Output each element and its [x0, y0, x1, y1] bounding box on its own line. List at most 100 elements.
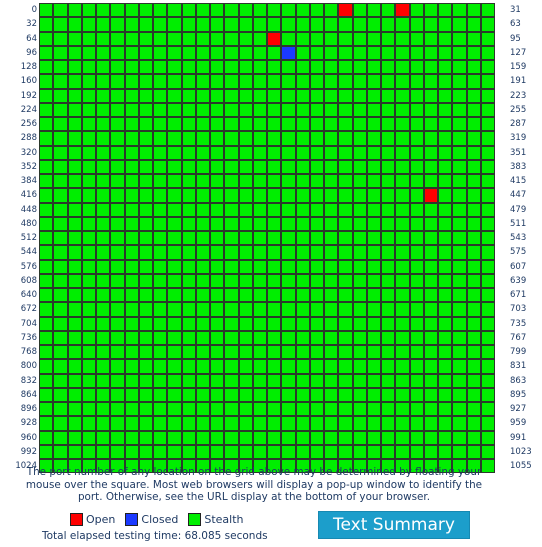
- port-cell[interactable]: [252, 302, 267, 317]
- port-cell[interactable]: [309, 387, 324, 402]
- port-cell[interactable]: [309, 444, 324, 459]
- port-cell[interactable]: [480, 102, 495, 117]
- port-cell[interactable]: [167, 345, 182, 360]
- port-cell[interactable]: [39, 74, 54, 89]
- port-cell[interactable]: [423, 131, 438, 146]
- port-cell[interactable]: [53, 3, 68, 18]
- port-cell[interactable]: [452, 102, 467, 117]
- port-cell[interactable]: [423, 430, 438, 445]
- port-cell[interactable]: [110, 231, 125, 246]
- port-cell[interactable]: [466, 459, 481, 474]
- port-cell[interactable]: [110, 330, 125, 345]
- port-cell[interactable]: [452, 145, 467, 160]
- port-cell[interactable]: [53, 31, 68, 46]
- port-cell[interactable]: [452, 459, 467, 474]
- port-cell[interactable]: [381, 17, 396, 32]
- port-cell[interactable]: [324, 117, 339, 132]
- port-cell[interactable]: [466, 387, 481, 402]
- port-cell[interactable]: [480, 416, 495, 431]
- port-cell[interactable]: [423, 402, 438, 417]
- port-cell[interactable]: [352, 74, 367, 89]
- port-cell[interactable]: [53, 459, 68, 474]
- port-cell[interactable]: [195, 359, 210, 374]
- port-cell[interactable]: [352, 316, 367, 331]
- port-cell[interactable]: [195, 345, 210, 360]
- port-cell[interactable]: [153, 302, 168, 317]
- port-cell[interactable]: [438, 459, 453, 474]
- port-cell[interactable]: [39, 231, 54, 246]
- port-cell[interactable]: [366, 88, 381, 103]
- port-cell[interactable]: [67, 88, 82, 103]
- port-cell[interactable]: [267, 3, 282, 18]
- port-cell[interactable]: [281, 159, 296, 174]
- port-cell[interactable]: [295, 330, 310, 345]
- port-cell[interactable]: [381, 102, 396, 117]
- port-cell[interactable]: [53, 259, 68, 274]
- port-cell[interactable]: [252, 216, 267, 231]
- port-cell[interactable]: [195, 259, 210, 274]
- port-cell[interactable]: [195, 88, 210, 103]
- port-cell[interactable]: [238, 60, 253, 75]
- port-cell[interactable]: [67, 131, 82, 146]
- port-cell[interactable]: [195, 444, 210, 459]
- port-cell[interactable]: [480, 444, 495, 459]
- port-cell[interactable]: [352, 288, 367, 303]
- port-cell[interactable]: [167, 273, 182, 288]
- port-cell[interactable]: [224, 444, 239, 459]
- port-cell[interactable]: [309, 231, 324, 246]
- port-cell[interactable]: [167, 174, 182, 189]
- port-cell[interactable]: [423, 316, 438, 331]
- port-cell[interactable]: [423, 273, 438, 288]
- port-cell[interactable]: [409, 430, 424, 445]
- port-cell[interactable]: [67, 3, 82, 18]
- port-cell[interactable]: [81, 345, 96, 360]
- port-cell[interactable]: [366, 31, 381, 46]
- port-cell[interactable]: [39, 416, 54, 431]
- port-cell[interactable]: [409, 45, 424, 60]
- port-cell[interactable]: [138, 174, 153, 189]
- port-cell[interactable]: [53, 74, 68, 89]
- port-cell[interactable]: [267, 416, 282, 431]
- port-cell[interactable]: [53, 373, 68, 388]
- port-cell[interactable]: [238, 88, 253, 103]
- port-cell[interactable]: [480, 231, 495, 246]
- port-cell[interactable]: [210, 88, 225, 103]
- port-cell[interactable]: [295, 174, 310, 189]
- port-cell[interactable]: [395, 387, 410, 402]
- port-cell[interactable]: [252, 273, 267, 288]
- port-cell[interactable]: [224, 373, 239, 388]
- port-cell[interactable]: [381, 174, 396, 189]
- port-cell[interactable]: [53, 145, 68, 160]
- port-cell[interactable]: [252, 288, 267, 303]
- port-cell[interactable]: [409, 416, 424, 431]
- port-cell[interactable]: [366, 117, 381, 132]
- port-cell[interactable]: [324, 416, 339, 431]
- port-cell[interactable]: [395, 416, 410, 431]
- port-cell[interactable]: [110, 216, 125, 231]
- port-cell[interactable]: [181, 359, 196, 374]
- port-cell[interactable]: [238, 444, 253, 459]
- port-cell[interactable]: [110, 45, 125, 60]
- port-cell[interactable]: [324, 74, 339, 89]
- port-cell[interactable]: [381, 430, 396, 445]
- port-cell[interactable]: [438, 387, 453, 402]
- port-cell[interactable]: [67, 359, 82, 374]
- port-cell[interactable]: [181, 117, 196, 132]
- port-cell[interactable]: [409, 216, 424, 231]
- port-cell[interactable]: [395, 159, 410, 174]
- port-cell[interactable]: [267, 74, 282, 89]
- port-cell[interactable]: [438, 17, 453, 32]
- port-cell[interactable]: [138, 430, 153, 445]
- port-cell[interactable]: [480, 174, 495, 189]
- port-cell[interactable]: [39, 45, 54, 60]
- port-cell[interactable]: [110, 273, 125, 288]
- port-cell[interactable]: [480, 316, 495, 331]
- port-cell[interactable]: [309, 316, 324, 331]
- port-cell[interactable]: [466, 444, 481, 459]
- port-cell[interactable]: [352, 444, 367, 459]
- port-cell[interactable]: [338, 88, 353, 103]
- port-cell[interactable]: [309, 3, 324, 18]
- port-cell[interactable]: [324, 60, 339, 75]
- port-cell[interactable]: [110, 459, 125, 474]
- port-cell[interactable]: [267, 273, 282, 288]
